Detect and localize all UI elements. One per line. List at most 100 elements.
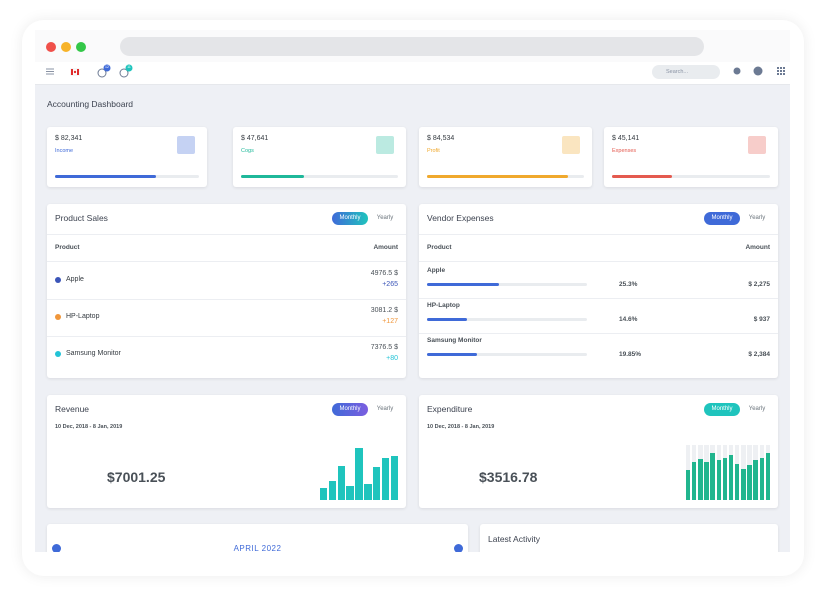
amount: 3081.2 $ bbox=[370, 307, 398, 314]
bar bbox=[759, 458, 765, 500]
calendar-month: APRIL 2022 bbox=[233, 544, 282, 552]
bar bbox=[364, 483, 372, 500]
total: $7001.25 bbox=[107, 469, 166, 485]
stat-icon bbox=[748, 136, 766, 154]
next-month[interactable] bbox=[454, 544, 463, 552]
bar bbox=[710, 453, 715, 500]
dot bbox=[55, 314, 61, 320]
stat-value: $ 82,341 bbox=[55, 135, 83, 142]
card-title: Product Sales bbox=[55, 213, 108, 223]
amount: $ 2,384 bbox=[748, 351, 770, 358]
product-name: Apple bbox=[427, 267, 446, 274]
column-header: Amount bbox=[745, 244, 770, 251]
toggle-inactive[interactable]: Yearly bbox=[748, 406, 766, 412]
stat-icon bbox=[376, 136, 394, 154]
bar bbox=[741, 469, 746, 500]
product-name: Samsung Monitor bbox=[427, 337, 482, 344]
bar bbox=[319, 487, 328, 500]
bar bbox=[337, 465, 345, 500]
amount: 7376.5 $ bbox=[370, 344, 398, 351]
toggle-inactive[interactable]: Yearly bbox=[376, 215, 394, 221]
divider bbox=[419, 333, 778, 334]
progress-fill bbox=[427, 283, 499, 286]
badge: 12 bbox=[105, 65, 109, 69]
toggle-active[interactable]: Monthly bbox=[704, 212, 740, 225]
percent: 19.85% bbox=[619, 351, 642, 358]
bar bbox=[685, 469, 691, 500]
bar bbox=[373, 467, 381, 500]
toggle-active[interactable]: Monthly bbox=[332, 403, 368, 416]
stat-value: $ 45,141 bbox=[612, 135, 640, 142]
stat-value: $ 47,641 bbox=[241, 135, 269, 142]
card-title: Revenue bbox=[55, 404, 90, 414]
stat-icon bbox=[562, 136, 580, 154]
dot bbox=[55, 277, 61, 283]
divider bbox=[419, 298, 778, 299]
amount: 4976.5 $ bbox=[370, 270, 398, 277]
card: $ 47,641 Cogs bbox=[233, 127, 406, 187]
stat-value: $ 84,534 bbox=[427, 135, 455, 142]
bar bbox=[747, 464, 752, 500]
product-name: HP-Laptop bbox=[427, 302, 460, 309]
address-bar[interactable] bbox=[120, 37, 704, 56]
progress-track bbox=[427, 283, 587, 286]
stat-icon bbox=[177, 136, 195, 154]
bar bbox=[328, 480, 336, 500]
progress-track bbox=[241, 175, 398, 178]
product-name: Apple bbox=[66, 276, 84, 283]
progress-track bbox=[427, 353, 587, 356]
divider bbox=[419, 234, 778, 235]
window: 12 11 Search... Accounting Dashboard $ 8… bbox=[35, 30, 790, 552]
date-range: 10 Dec, 2018 - 8 Jan, 2019 bbox=[427, 424, 495, 430]
page-title: Accounting Dashboard bbox=[47, 99, 134, 109]
percent: 25.3% bbox=[619, 281, 638, 288]
product-name: Samsung Monitor bbox=[66, 350, 121, 357]
progress-track bbox=[55, 175, 199, 178]
column-header: Product bbox=[427, 244, 452, 251]
sparkline bbox=[239, 273, 281, 284]
product-name: HP-Laptop bbox=[66, 313, 100, 320]
stat-label: Cogs bbox=[241, 148, 254, 154]
toggle-inactive[interactable]: Yearly bbox=[376, 406, 394, 412]
card: $ 84,534 Profit bbox=[419, 127, 592, 187]
date-range: 10 Dec, 2018 - 8 Jan, 2019 bbox=[55, 424, 123, 430]
progress-fill bbox=[427, 175, 569, 178]
progress-track bbox=[427, 318, 587, 321]
stat-label: Profit bbox=[427, 148, 440, 154]
card: Product Sales Monthly Yearly Product Amount A… bbox=[47, 204, 406, 378]
bar bbox=[355, 447, 363, 500]
card-title: Vendor Expenses bbox=[427, 213, 494, 223]
sparkline bbox=[239, 347, 281, 358]
toggle-active[interactable]: Monthly bbox=[704, 403, 740, 416]
total: $3516.78 bbox=[479, 469, 538, 485]
close[interactable] bbox=[46, 42, 56, 52]
progress-track bbox=[427, 175, 584, 178]
change: +127 bbox=[382, 318, 398, 325]
card: Latest Activity bbox=[480, 524, 778, 552]
prev-month[interactable] bbox=[52, 544, 61, 552]
minimize[interactable] bbox=[61, 42, 71, 52]
bar bbox=[728, 454, 734, 500]
maximize[interactable] bbox=[76, 42, 86, 52]
card: $ 45,141 Expenses bbox=[604, 127, 778, 187]
progress-track bbox=[612, 175, 770, 178]
bar bbox=[346, 486, 354, 500]
card: Revenue Monthly Yearly 10 Dec, 2018 - 8 Jan… bbox=[47, 395, 406, 508]
toggle-active[interactable]: Monthly bbox=[332, 212, 368, 225]
progress-fill bbox=[55, 175, 156, 178]
bar bbox=[753, 460, 758, 500]
percent: 14.6% bbox=[619, 316, 638, 323]
progress-fill bbox=[612, 175, 673, 178]
bar bbox=[382, 458, 390, 500]
column-header: Amount bbox=[373, 244, 398, 251]
amount: $ 2,275 bbox=[748, 281, 770, 288]
bar bbox=[704, 461, 709, 500]
change: +265 bbox=[382, 281, 398, 288]
search[interactable]: Search... bbox=[652, 65, 720, 79]
badge: 11 bbox=[127, 65, 131, 69]
bar bbox=[691, 461, 697, 500]
toggle-inactive[interactable]: Yearly bbox=[748, 215, 766, 221]
card-title: Latest Activity bbox=[488, 534, 540, 544]
progress-fill bbox=[427, 353, 477, 356]
